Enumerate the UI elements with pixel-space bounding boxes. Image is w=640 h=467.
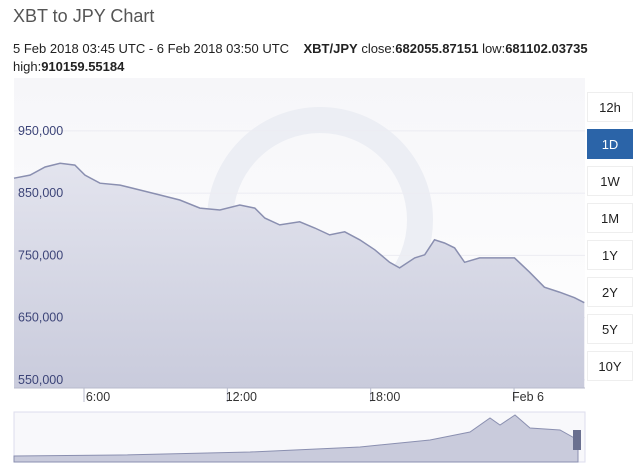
- range-button[interactable]: 1W: [587, 166, 633, 196]
- high-label: high:: [13, 59, 42, 74]
- y-tick-label: 850,000: [18, 186, 63, 200]
- range-button[interactable]: 1D: [587, 129, 633, 159]
- range-button[interactable]: 5Y: [587, 314, 633, 344]
- chart-title: XBT to JPY Chart: [13, 6, 155, 26]
- navigator-handle[interactable]: [573, 430, 581, 450]
- close-value: 682055.87151: [395, 41, 479, 56]
- low-label: low:: [482, 41, 506, 56]
- area-fill: [14, 163, 585, 388]
- subtitle: 5 Feb 2018 03:45 UTC - 6 Feb 2018 03:50 …: [13, 40, 613, 76]
- x-tick-label: 6:00: [86, 390, 110, 404]
- y-tick-label: 950,000: [18, 124, 63, 138]
- pair: XBT/JPY: [303, 41, 358, 56]
- y-tick-label: 750,000: [18, 248, 63, 262]
- close-label: close:: [361, 41, 396, 56]
- x-tick-label: 18:00: [369, 390, 400, 404]
- date-range: 5 Feb 2018 03:45 UTC - 6 Feb 2018 03:50 …: [13, 41, 290, 56]
- y-tick-label: 550,000: [18, 373, 63, 387]
- y-tick-label: 650,000: [18, 311, 63, 325]
- line: [13, 162, 585, 304]
- low-value: 681102.03735: [505, 41, 588, 56]
- range-button[interactable]: 1Y: [587, 240, 633, 270]
- range-button[interactable]: 2Y: [587, 277, 633, 307]
- plot: 550,000 650,000 750,000 850,000 950,000: [13, 124, 585, 388]
- range-button[interactable]: 1M: [587, 203, 633, 233]
- range-button[interactable]: 12h: [587, 92, 633, 122]
- x-tick-label: 12:00: [226, 390, 257, 404]
- range-button[interactable]: 10Y: [587, 351, 633, 381]
- x-tick-label: Feb 6: [512, 390, 544, 404]
- high-value: 910159.55184: [41, 59, 125, 74]
- navigator-area: [13, 414, 579, 463]
